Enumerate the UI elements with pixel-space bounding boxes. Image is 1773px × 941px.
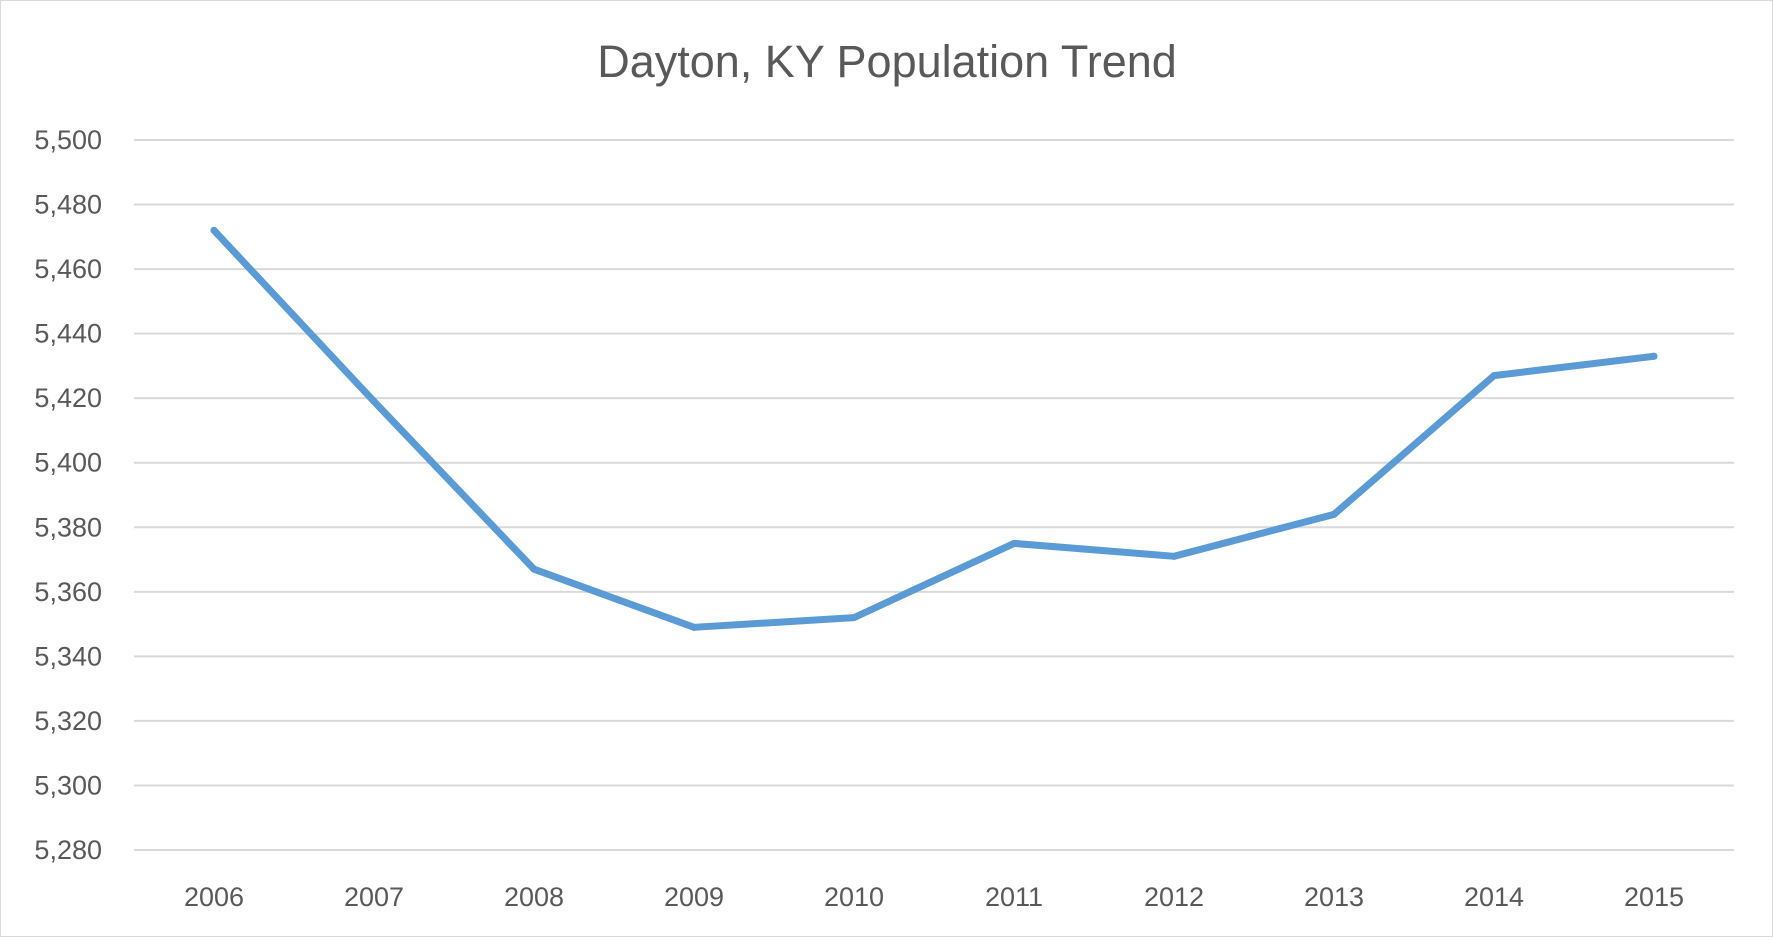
y-tick-label: 5,460: [34, 254, 102, 284]
data-point: [1490, 372, 1498, 380]
data-point: [1330, 510, 1338, 518]
data-point: [690, 623, 698, 631]
series-layer: [210, 226, 1658, 631]
y-tick-label: 5,440: [34, 319, 102, 349]
data-point: [1170, 552, 1178, 560]
x-tick-label: 2010: [824, 882, 884, 912]
x-tick-label: 2013: [1304, 882, 1364, 912]
data-point: [530, 565, 538, 573]
x-tick-label: 2009: [664, 882, 724, 912]
x-tick-label: 2012: [1144, 882, 1204, 912]
data-point: [210, 226, 218, 234]
x-tick-label: 2011: [985, 882, 1043, 912]
y-tick-label: 5,300: [34, 770, 102, 800]
data-point: [850, 614, 858, 622]
y-tick-label: 5,340: [34, 641, 102, 671]
y-tick-label: 5,320: [34, 706, 102, 736]
data-point: [1650, 352, 1658, 360]
x-axis-ticks: 2006 2007 2008 2009 2010 2011 2012 2013 2014 2015: [184, 882, 1684, 912]
y-tick-label: 5,400: [34, 448, 102, 478]
y-tick-label: 5,380: [34, 512, 102, 542]
series-line: [210, 226, 1658, 631]
x-tick-label: 2014: [1464, 882, 1524, 912]
x-tick-label: 2006: [184, 882, 244, 912]
y-tick-label: 5,500: [34, 125, 102, 155]
data-point: [1010, 539, 1018, 547]
y-tick-label: 5,280: [34, 835, 102, 865]
data-point: [370, 397, 378, 405]
x-tick-label: 2008: [504, 882, 564, 912]
y-tick-label: 5,360: [34, 577, 102, 607]
gridlines: [134, 139, 1734, 851]
chart-title: Dayton, KY Population Trend: [597, 36, 1177, 87]
y-tick-label: 5,420: [34, 383, 102, 413]
y-tick-label: 5,480: [34, 190, 102, 220]
y-axis-ticks: 5,280 5,300 5,320 5,340 5,360 5,380 5,400 5,420…: [34, 125, 102, 865]
x-tick-label: 2015: [1624, 882, 1684, 912]
x-tick-label: 2007: [344, 882, 404, 912]
